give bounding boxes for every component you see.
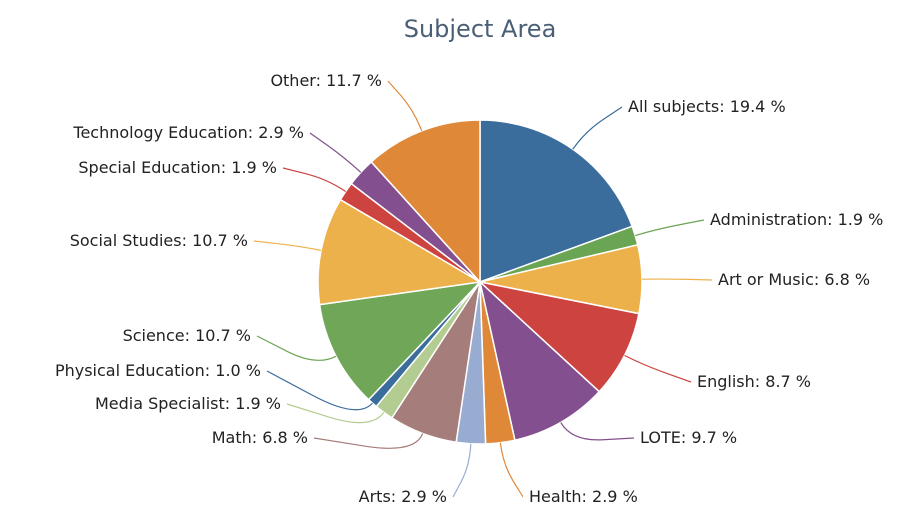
data-label: Administration: 1.9 % [710, 210, 883, 229]
label-category: LOTE [640, 428, 681, 447]
leader-line [309, 132, 362, 173]
label-separator: : [248, 123, 258, 142]
label-value: 10.7 % [195, 326, 251, 345]
data-label: Physical Education: 1.0 % [55, 361, 261, 380]
label-separator: : [719, 97, 729, 116]
label-separator: : [681, 428, 691, 447]
label-value: 1.9 % [231, 158, 277, 177]
data-label: LOTE: 9.7 % [640, 428, 737, 447]
leader-line [572, 106, 623, 150]
label-category: Arts [359, 487, 391, 506]
label-value: 9.7 % [691, 428, 737, 447]
leader-line [256, 335, 337, 361]
label-separator: : [814, 270, 824, 289]
label-separator: : [185, 326, 195, 345]
label-category: Art or Music [718, 270, 814, 289]
leader-line [253, 240, 322, 251]
label-category: Math [212, 428, 252, 447]
label-separator: : [182, 231, 192, 250]
leader-line [641, 278, 713, 281]
label-category: Physical Education [55, 361, 205, 380]
leader-line [387, 80, 423, 132]
pie-slice [479, 119, 634, 284]
label-category: Health [529, 487, 582, 506]
label-value: 1.9 % [838, 210, 884, 229]
label-category: Administration [710, 210, 827, 229]
label-category: Technology Education [72, 123, 247, 142]
label-separator: : [225, 394, 235, 413]
label-value: 1.0 % [215, 361, 261, 380]
label-category: All subjects [628, 97, 719, 116]
leader-line [286, 403, 385, 424]
label-separator: : [391, 487, 401, 506]
label-category: Special Education [78, 158, 220, 177]
label-separator: : [582, 487, 592, 506]
label-separator: : [316, 71, 326, 90]
data-label: Technology Education: 2.9 % [72, 123, 304, 142]
label-separator: : [252, 428, 262, 447]
data-label: Science: 10.7 % [123, 326, 251, 345]
data-label: All subjects: 19.4 % [628, 97, 786, 116]
label-category: Social Studies [70, 231, 182, 250]
pie-slice [370, 119, 481, 284]
data-label: Math: 6.8 % [212, 428, 308, 447]
label-separator: : [827, 210, 837, 229]
label-value: 8.7 % [765, 372, 811, 391]
data-label: Art or Music: 6.8 % [718, 270, 870, 289]
data-label: English: 8.7 % [697, 372, 811, 391]
data-label: Health: 2.9 % [529, 487, 638, 506]
label-category: Media Specialist [95, 394, 225, 413]
data-label: Media Specialist: 1.9 % [95, 394, 281, 413]
label-separator: : [755, 372, 765, 391]
label-value: 2.9 % [401, 487, 447, 506]
label-value: 2.9 % [258, 123, 304, 142]
data-label: Arts: 2.9 % [359, 487, 447, 506]
label-value: 11.7 % [326, 71, 382, 90]
leader-line [282, 167, 346, 192]
label-category: Science [123, 326, 185, 345]
leader-line [499, 442, 524, 498]
label-separator: : [205, 361, 215, 380]
data-label: Social Studies: 10.7 % [70, 231, 248, 250]
label-category: English [697, 372, 755, 391]
label-value: 6.8 % [824, 270, 870, 289]
label-value: 10.7 % [192, 231, 248, 250]
label-value: 6.8 % [262, 428, 308, 447]
chart-title: Subject Area [404, 15, 557, 43]
label-category: Other [270, 71, 316, 90]
label-separator: : [221, 158, 231, 177]
leader-line [624, 354, 692, 383]
label-value: 1.9 % [235, 394, 281, 413]
pie-slice [477, 280, 640, 393]
leader-line [635, 219, 705, 237]
pie-slice [317, 198, 483, 306]
label-value: 19.4 % [730, 97, 786, 116]
leader-line [266, 370, 373, 411]
leader-line [560, 422, 635, 441]
pie-slice [318, 280, 483, 401]
data-label: Special Education: 1.9 % [78, 158, 277, 177]
leader-line [313, 433, 424, 449]
label-value: 2.9 % [592, 487, 638, 506]
leader-line [452, 443, 472, 498]
data-label: Other: 11.7 % [270, 71, 382, 90]
